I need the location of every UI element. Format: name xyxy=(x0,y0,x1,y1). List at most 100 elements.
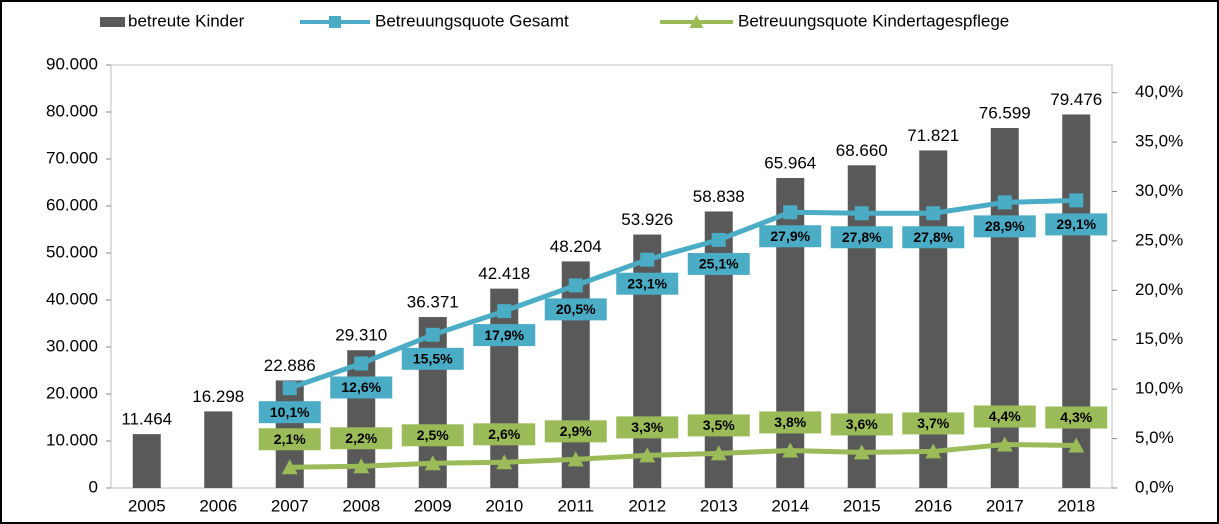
marker xyxy=(926,206,941,221)
marker xyxy=(853,444,870,460)
value-label: 3,3% xyxy=(631,419,663,435)
value-label-box xyxy=(902,412,965,435)
bar-value-label: 79.476 xyxy=(1050,90,1102,109)
x-tick-label: 2017 xyxy=(986,496,1024,515)
x-tick-label: 2011 xyxy=(557,496,594,515)
value-label: 3,7% xyxy=(917,415,949,431)
value-label-box xyxy=(330,376,393,399)
bar-value-label: 71.821 xyxy=(907,126,959,145)
y-tick-label: 30.000 xyxy=(46,336,98,355)
x-tick-label: 2016 xyxy=(914,496,952,515)
y-tick-label: 70.000 xyxy=(46,148,98,167)
y-tick-label: 20.000 xyxy=(46,383,98,402)
marker xyxy=(997,195,1012,210)
y2-tick-label: 30,0% xyxy=(1135,181,1183,200)
bar-value-label: 11.464 xyxy=(121,410,172,429)
value-label-box xyxy=(401,424,464,447)
value-label: 2,2% xyxy=(345,430,377,446)
value-label: 27,8% xyxy=(842,229,882,245)
bar xyxy=(132,434,161,488)
legend-swatch xyxy=(100,17,125,27)
x-tick-label: 2013 xyxy=(700,496,738,515)
bar-value-label: 42.418 xyxy=(478,264,530,283)
value-label: 2,1% xyxy=(274,431,306,447)
value-label-box xyxy=(544,298,607,321)
x-tick-label: 2009 xyxy=(414,496,452,515)
marker xyxy=(424,455,441,471)
y-tick-label: 50.000 xyxy=(46,242,98,261)
legend-label: betreute Kinder xyxy=(128,11,245,30)
value-label-box xyxy=(973,215,1036,238)
value-label: 10,1% xyxy=(270,404,310,420)
marker xyxy=(281,459,298,475)
x-tick-label: 2005 xyxy=(128,496,166,515)
value-label-box xyxy=(759,225,822,248)
value-label-box xyxy=(616,416,679,439)
value-label-box xyxy=(330,427,393,450)
bar-value-label: 65.964 xyxy=(764,153,816,172)
value-label-box xyxy=(973,405,1036,428)
marker xyxy=(710,445,727,461)
marker xyxy=(496,454,513,470)
bar-value-label: 68.660 xyxy=(836,141,888,160)
marker xyxy=(568,278,583,293)
bar xyxy=(1062,114,1091,488)
legend-label: Betreuungsquote Gesamt xyxy=(375,11,569,30)
bar xyxy=(919,150,948,489)
marker xyxy=(783,205,798,220)
bar-value-label: 53.926 xyxy=(621,210,673,229)
x-tick-label: 2006 xyxy=(199,496,237,515)
value-label: 25,1% xyxy=(699,256,739,272)
marker xyxy=(567,451,584,467)
marker xyxy=(639,447,656,463)
value-label: 15,5% xyxy=(413,351,453,367)
marker xyxy=(353,458,370,474)
value-label: 3,6% xyxy=(846,416,878,432)
value-label: 2,6% xyxy=(488,426,520,442)
y2-tick-label: 10,0% xyxy=(1135,379,1183,398)
value-label: 3,8% xyxy=(774,414,806,430)
value-label-box xyxy=(902,226,965,249)
value-label: 17,9% xyxy=(484,327,524,343)
value-label-box xyxy=(473,324,536,347)
x-tick-label: 2014 xyxy=(771,496,809,515)
bar-value-label: 16.298 xyxy=(192,387,244,406)
bar-value-label: 58.838 xyxy=(693,187,745,206)
y-tick-label: 10.000 xyxy=(46,430,98,449)
bar-value-label: 22.886 xyxy=(264,356,316,375)
y2-tick-label: 40,0% xyxy=(1135,82,1183,101)
value-label-box xyxy=(544,420,607,443)
bar-value-label: 76.599 xyxy=(979,103,1031,122)
y-tick-label: 80.000 xyxy=(46,101,98,120)
marker xyxy=(711,232,726,247)
x-tick-label: 2007 xyxy=(271,496,309,515)
y2-tick-label: 0,0% xyxy=(1135,477,1174,496)
value-label-box xyxy=(687,252,750,275)
y2-tick-label: 5,0% xyxy=(1135,428,1174,447)
plot-area xyxy=(110,64,1113,489)
value-label: 4,3% xyxy=(1060,409,1092,425)
value-label: 12,6% xyxy=(341,379,381,395)
bar xyxy=(990,127,1019,488)
y-tick-label: 40.000 xyxy=(46,289,98,308)
y2-tick-label: 35,0% xyxy=(1135,132,1183,151)
value-label-box xyxy=(616,272,679,295)
x-tick-label: 2010 xyxy=(485,496,523,515)
marker xyxy=(282,381,297,396)
value-label-box xyxy=(1045,406,1108,429)
value-label: 23,1% xyxy=(627,275,667,291)
value-label-box xyxy=(830,226,893,249)
value-label: 28,9% xyxy=(985,218,1025,234)
value-label: 2,5% xyxy=(417,427,449,443)
value-label-box xyxy=(473,423,536,446)
bar-value-label: 29.310 xyxy=(335,326,387,345)
line xyxy=(289,442,1077,470)
marker xyxy=(925,443,942,459)
x-tick-label: 2018 xyxy=(1057,496,1095,515)
y2-tick-label: 25,0% xyxy=(1135,230,1183,249)
value-label-box xyxy=(687,414,750,437)
bar-value-label: 36.371 xyxy=(407,293,459,312)
bar-value-label: 48.204 xyxy=(550,237,602,256)
